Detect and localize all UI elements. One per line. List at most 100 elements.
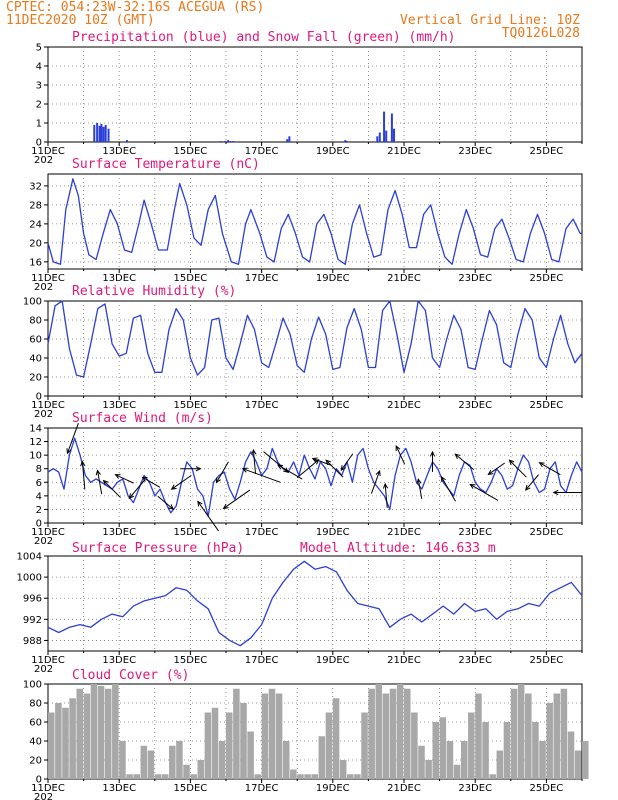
precipitation-bar — [93, 124, 96, 142]
wind-vector-arrowhead — [395, 445, 401, 452]
cloud-cover-bar — [226, 712, 233, 779]
humidity-xtick-label: 21DEC — [387, 400, 421, 411]
cloud-cover-bar — [119, 741, 126, 779]
cloud-ytick-label: 0 — [36, 775, 42, 786]
cloud-cover-bar — [218, 741, 226, 779]
wind-vector-arrowhead — [283, 467, 289, 473]
cloud-cover-bar — [546, 703, 553, 779]
precip-ytick-label: 4 — [36, 62, 42, 73]
cloud-cover-bar — [567, 731, 575, 779]
humidity-year-label: 202 — [34, 409, 53, 420]
precipitation-bar — [232, 141, 235, 142]
precipitation-bar — [126, 140, 129, 142]
cloud-cover-bar — [354, 774, 361, 779]
wind-vector-arrow — [115, 474, 134, 484]
cloud-cover-bar — [453, 764, 461, 779]
cloud-cover-bar — [211, 707, 219, 779]
cloud-cover-bar — [582, 741, 589, 779]
wind-panel: Surface Wind (m/s) 0 2 4 6 8 10 12 14 11DEC 13DEC… — [29, 411, 583, 547]
pressure-frame — [47, 555, 583, 652]
precip-ytick-label: 5 — [36, 43, 42, 54]
cloud-cover-bar — [183, 764, 190, 779]
cloud-cover-bar — [418, 745, 425, 779]
wind-vector-arrowhead — [241, 467, 248, 473]
cloud-xtick-label: 13DEC — [102, 783, 136, 794]
wind-vector-arrow — [469, 484, 499, 501]
cloud-cover-bar — [475, 693, 482, 779]
precip-xtick-label: 11DEC — [31, 146, 65, 157]
temp-ytick-label: 16 — [29, 257, 42, 268]
cloud-cover-bar — [332, 698, 340, 779]
cloud-cover-bar — [560, 688, 568, 779]
cloud-ytick-label: 80 — [29, 699, 42, 710]
cloud-cover-bar — [532, 722, 539, 779]
wind-ytick-label: 10 — [29, 451, 42, 462]
pressure-ytick-label: 992 — [23, 615, 42, 626]
cloud-cover-bar — [126, 774, 133, 779]
cloud-cover-panel: Cloud Cover (%) 0 20 40 60 80 100 11DEC 13DEC 15… — [23, 668, 589, 800]
precipitation-bar — [383, 111, 386, 142]
cloud-cover-bar — [553, 693, 561, 779]
cloud-xtick-label: 11DEC — [31, 783, 65, 794]
precip-ytick-label: 2 — [36, 100, 42, 111]
cloud-cover-bar — [375, 684, 383, 779]
cloud-cover-bar — [76, 688, 83, 779]
precipitation-bar — [104, 124, 107, 142]
cloud-cover-bar — [347, 774, 354, 779]
wind-vector-arrow — [417, 479, 423, 500]
cloud-cover-bar — [404, 688, 411, 779]
cloud-xtick-label: 17DEC — [245, 783, 279, 794]
cloud-cover-bar — [382, 693, 390, 779]
precipitation-bar — [393, 128, 396, 142]
wind-xtick-label: 21DEC — [387, 527, 421, 538]
cloud-xtick-label: 19DEC — [316, 783, 350, 794]
wind-xtick-label: 17DEC — [245, 527, 279, 538]
wind-vector-arrow — [252, 449, 257, 474]
wind-vector-arrowhead — [195, 466, 202, 472]
precipitation-bar — [344, 140, 347, 142]
temp-xtick-label: 15DEC — [174, 273, 208, 284]
precipitation-bar — [288, 136, 291, 142]
temp-xtick-label: 21DEC — [387, 273, 421, 284]
precipitation-bar — [378, 132, 381, 142]
cloud-cover-bar — [97, 685, 105, 779]
pressure-xtick-label: 11DEC — [31, 655, 65, 666]
precipitation-bar — [390, 113, 393, 142]
wind-xtick-label: 19DEC — [316, 527, 350, 538]
cloud-cover-bar — [62, 707, 69, 779]
wind-vector-arrow — [171, 474, 192, 490]
cloud-cover-bar — [268, 688, 276, 779]
cloud-cover-bar — [325, 712, 333, 779]
cloud-cover-bar — [233, 688, 240, 779]
wind-vector-arrowhead — [170, 484, 177, 490]
wind-vector-arrowhead — [469, 483, 476, 489]
cloud-xtick-label: 25DEC — [530, 783, 564, 794]
cloud-cover-bar — [510, 688, 518, 779]
pressure-series-line — [47, 560, 583, 647]
cloud-cover-bar — [489, 774, 496, 779]
wind-vector-arrow — [197, 501, 219, 532]
wind-vector-arrow — [103, 480, 121, 498]
precipitation-bar — [227, 140, 230, 142]
cloud-cover-bar — [389, 688, 397, 779]
wind-vector-arrow — [325, 459, 344, 478]
temp-year-label: 202 — [34, 282, 53, 293]
temp-ytick-label: 24 — [29, 219, 42, 230]
wind-vector-arrow — [81, 461, 86, 490]
precip-frame — [47, 46, 583, 143]
cloud-cover-bar — [482, 722, 489, 779]
cloud-cover-bar — [396, 684, 404, 779]
cloud-ytick-label: 40 — [29, 737, 42, 748]
wind-vector-arrowhead — [508, 459, 515, 466]
wind-vector-arrowhead — [215, 477, 221, 484]
pressure-xtick-label: 19DEC — [316, 655, 350, 666]
precipitation-bar — [385, 130, 388, 142]
cloud-cover-bar — [290, 769, 297, 779]
temp-frame — [47, 173, 583, 270]
wind-vector-arrow — [525, 474, 539, 491]
cloud-year-label: 202 — [34, 792, 53, 800]
wind-vector-arrow — [97, 470, 103, 495]
cloud-cover-bar — [275, 693, 283, 779]
cloud-cover-bar — [425, 760, 432, 779]
humidity-xtick-label: 11DEC — [31, 400, 65, 411]
